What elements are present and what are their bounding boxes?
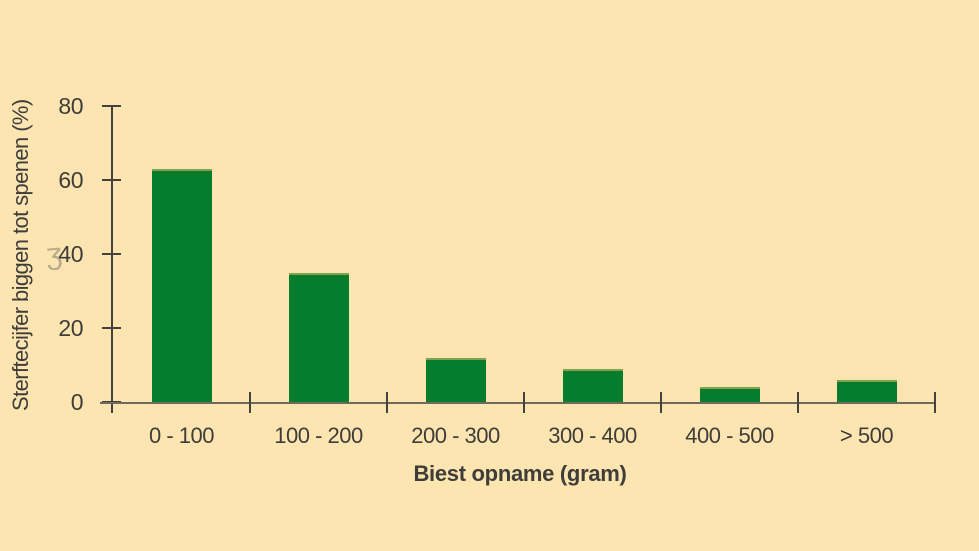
y-tick-label: 0: [70, 389, 84, 415]
y-tick: [102, 253, 121, 255]
x-axis-line: [100, 402, 936, 404]
x-tick: [934, 392, 936, 413]
y-axis-line: [111, 106, 113, 413]
y-tick: [102, 327, 121, 329]
x-tick: [523, 392, 525, 413]
x-category-label: 400 - 500: [685, 423, 774, 448]
x-category-label: 200 - 300: [411, 423, 500, 448]
bar: [151, 168, 212, 402]
y-tick-label: 20: [58, 315, 83, 341]
y-tick: [102, 179, 121, 181]
y-tick-label: 40: [58, 241, 83, 267]
bar: [562, 368, 623, 402]
x-tick: [249, 392, 251, 413]
x-axis-title: Biest opname (gram): [413, 461, 627, 486]
bar: [288, 272, 349, 402]
x-category-label: > 500: [839, 423, 894, 448]
x-tick: [660, 392, 662, 413]
bar: [836, 379, 897, 402]
x-category-label: 0 - 100: [149, 423, 215, 448]
x-category-label: 100 - 200: [274, 423, 363, 448]
x-tick: [386, 392, 388, 413]
x-category-label: 300 - 400: [548, 423, 637, 448]
y-tick: [102, 105, 121, 107]
y-tick-label: 60: [58, 167, 83, 193]
y-tick-label: 80: [58, 93, 83, 119]
x-tick: [797, 392, 799, 413]
bar: [699, 387, 760, 402]
bar: [425, 357, 486, 402]
